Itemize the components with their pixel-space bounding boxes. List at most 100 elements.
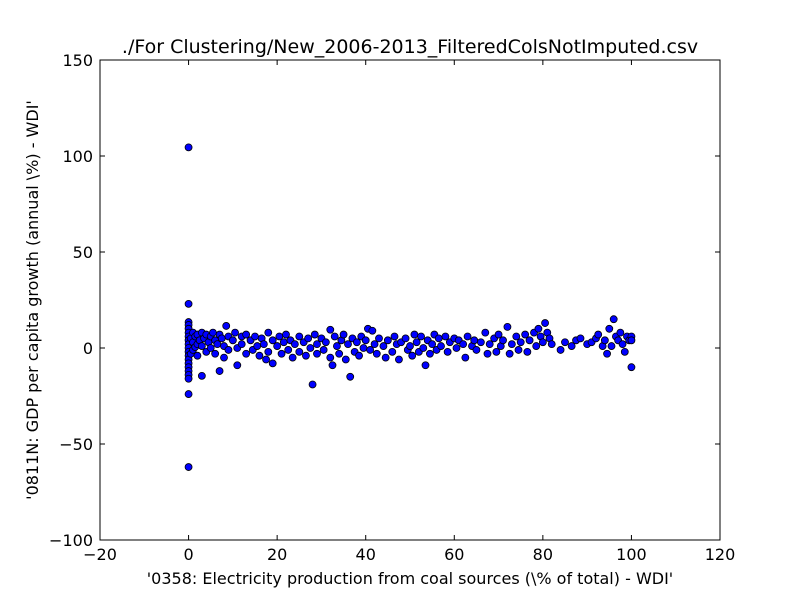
x-tick-label: 20 bbox=[267, 545, 287, 564]
scatter-point bbox=[361, 336, 370, 345]
chart-title: ./For Clustering/New_2006-2013_FilteredC… bbox=[122, 36, 698, 58]
scatter-point bbox=[421, 361, 430, 370]
scatter-point bbox=[406, 342, 414, 350]
y-tick-label: 50 bbox=[73, 243, 93, 262]
scatter-point bbox=[372, 349, 381, 358]
scatter-point bbox=[388, 347, 397, 356]
scatter-point bbox=[233, 361, 242, 370]
scatter-point bbox=[255, 351, 264, 360]
scatter-point bbox=[627, 336, 636, 345]
scatter-point bbox=[335, 349, 344, 358]
y-tick-label: 0 bbox=[83, 339, 93, 358]
scatter-point bbox=[262, 355, 270, 364]
scatter-point bbox=[282, 330, 290, 339]
scatter-point bbox=[206, 344, 215, 352]
scatter-point bbox=[197, 342, 206, 350]
scatter-point bbox=[313, 349, 321, 358]
scatter-point bbox=[461, 353, 470, 362]
scatter-point bbox=[470, 336, 479, 345]
scatter-point bbox=[288, 353, 297, 362]
scatter-point bbox=[532, 342, 541, 350]
scatter-point bbox=[308, 380, 317, 389]
scatter-point bbox=[523, 347, 532, 356]
scatter-point bbox=[217, 334, 226, 343]
scatter-point bbox=[339, 330, 348, 339]
x-tick-label: 40 bbox=[356, 545, 376, 564]
scatter-point bbox=[220, 353, 228, 362]
scatter-point bbox=[395, 355, 403, 364]
scatter-point bbox=[620, 347, 629, 356]
scatter-point bbox=[184, 390, 193, 398]
scatter-point bbox=[268, 359, 277, 368]
scatter-point bbox=[594, 330, 603, 339]
scatter-point bbox=[319, 346, 328, 354]
scatter-point bbox=[605, 324, 614, 333]
scatter-point bbox=[284, 346, 293, 354]
scatter-point bbox=[197, 371, 206, 380]
scatter-point bbox=[525, 336, 534, 345]
scatter-point bbox=[609, 315, 618, 324]
scatter-point bbox=[326, 353, 335, 362]
scatter-point bbox=[417, 332, 425, 341]
y-tick-label: −50 bbox=[59, 435, 93, 454]
scatter-point bbox=[193, 351, 202, 360]
scatter-point bbox=[381, 353, 390, 362]
plot-frame bbox=[99, 59, 721, 541]
scatter-point bbox=[359, 344, 368, 352]
scatter-point bbox=[410, 330, 419, 339]
scatter-point bbox=[222, 322, 231, 330]
scatter-point bbox=[600, 336, 609, 345]
scatter-point bbox=[492, 347, 501, 356]
scatter-point bbox=[302, 351, 310, 360]
scatter-point bbox=[277, 349, 286, 358]
scatter-point bbox=[379, 342, 388, 350]
scatter-point bbox=[224, 346, 233, 354]
scatter-point bbox=[333, 342, 341, 350]
scatter-point bbox=[295, 347, 304, 356]
scatter-point bbox=[627, 363, 636, 372]
scatter-point bbox=[184, 299, 193, 308]
scatter-point bbox=[368, 326, 377, 335]
scatter-point bbox=[459, 340, 468, 349]
scatter-point bbox=[313, 340, 321, 349]
scatter-point bbox=[556, 346, 565, 354]
scatter-point bbox=[352, 338, 361, 347]
scatter-point bbox=[426, 349, 434, 358]
scatter-point bbox=[441, 332, 450, 341]
x-tick-label: −20 bbox=[83, 545, 117, 564]
y-tick-label: −100 bbox=[49, 531, 93, 550]
scatter-point bbox=[375, 334, 383, 343]
scatter-point bbox=[355, 351, 363, 360]
y-tick-label: 100 bbox=[62, 147, 93, 166]
x-axis-title: '0358: Electricity production from coal … bbox=[147, 569, 673, 588]
scatter-point bbox=[346, 372, 355, 381]
scatter-point bbox=[512, 332, 521, 341]
scatter-point bbox=[184, 463, 193, 471]
x-tick-label: 100 bbox=[616, 545, 647, 564]
scatter-point bbox=[538, 338, 547, 347]
x-tick-label: 80 bbox=[533, 545, 553, 564]
x-tick-label: 60 bbox=[444, 545, 464, 564]
scatter-point bbox=[419, 344, 428, 352]
scatter-point bbox=[618, 340, 627, 349]
scatter-point bbox=[370, 340, 379, 349]
scatter-point bbox=[499, 336, 507, 345]
points-layer bbox=[184, 143, 636, 471]
scatter-point bbox=[304, 334, 313, 343]
scatter-point bbox=[463, 332, 472, 341]
y-axis-title: '0811N: GDP per capita growth (annual \%… bbox=[23, 100, 42, 500]
x-tick-label: 0 bbox=[183, 545, 193, 564]
scatter-point bbox=[237, 340, 246, 349]
scatter-point bbox=[428, 340, 437, 349]
scatter-point bbox=[273, 342, 282, 350]
scatter-point bbox=[321, 338, 330, 347]
scatter-point bbox=[434, 334, 443, 343]
scatter-point bbox=[383, 336, 392, 345]
scatter-point bbox=[534, 324, 543, 333]
scatter-point bbox=[310, 330, 319, 339]
scatter-point bbox=[326, 325, 335, 334]
scatter-point bbox=[251, 332, 259, 341]
scatter-point bbox=[279, 338, 288, 347]
